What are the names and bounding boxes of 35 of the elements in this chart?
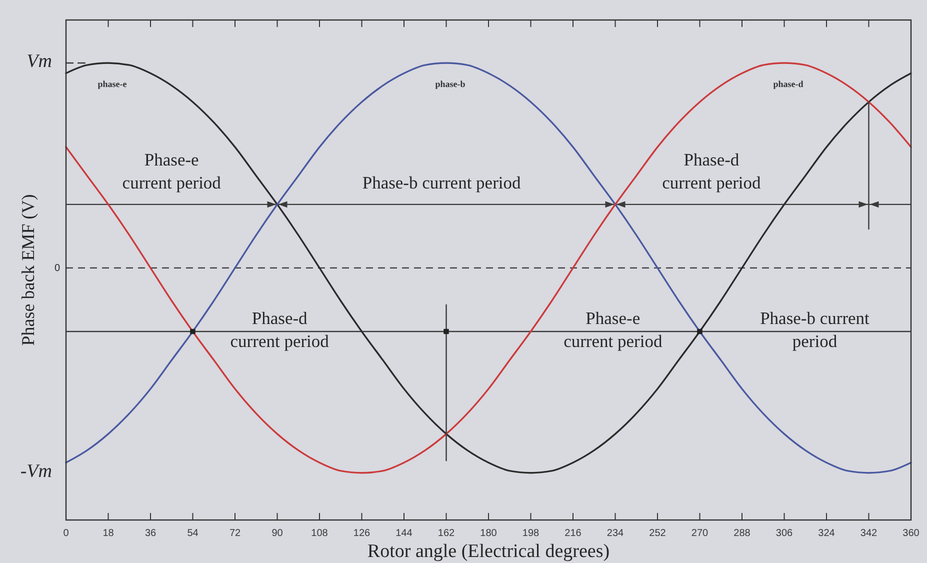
x-axis-title: Rotor angle (Electrical degrees)	[367, 541, 610, 562]
x-tick-label: 252	[649, 528, 666, 539]
x-tick-label: 180	[480, 528, 498, 539]
x-tick-label: 342	[860, 528, 878, 539]
x-tick-label: 72	[229, 528, 241, 539]
series-label: phase-b	[435, 79, 466, 90]
x-tick-label: 18	[102, 528, 114, 539]
x-tick-label: 198	[522, 528, 540, 539]
x-tick-label: 216	[564, 528, 582, 539]
x-tick-label: 360	[902, 528, 920, 539]
annotation: 0	[54, 262, 60, 274]
annotation: Phase-e current period	[122, 149, 222, 192]
x-tick-label: 0	[63, 528, 70, 539]
text: -Vm	[20, 461, 52, 482]
x-tick-label: 288	[734, 528, 751, 539]
series-label: phase-d	[773, 79, 804, 90]
series-label: phase-e	[98, 79, 127, 90]
x-tick-label: 144	[396, 528, 413, 539]
annotation: Phase-d current period	[230, 308, 330, 351]
annotation: Vm	[26, 51, 52, 72]
x-tick-label: 306	[776, 528, 794, 539]
x-tick-label: 90	[272, 528, 284, 539]
annotation: Phase-e current period	[564, 308, 662, 351]
x-tick-label: 54	[187, 528, 199, 539]
annotation: Phase-b current period	[760, 308, 870, 351]
x-tick-label: 234	[606, 528, 624, 539]
x-tick-label: 270	[691, 528, 709, 539]
annotation: Phase-b current period	[362, 172, 522, 192]
annotation: Phase-d current period	[662, 149, 762, 192]
x-tick-label: 162	[438, 528, 456, 539]
x-tick-label: 324	[818, 528, 836, 539]
x-tick-label: 36	[144, 528, 156, 539]
x-tick-label: 108	[311, 528, 328, 539]
y-axis-title: Phase back EMF (V)	[18, 194, 38, 346]
x-tick-label: 126	[353, 528, 371, 539]
